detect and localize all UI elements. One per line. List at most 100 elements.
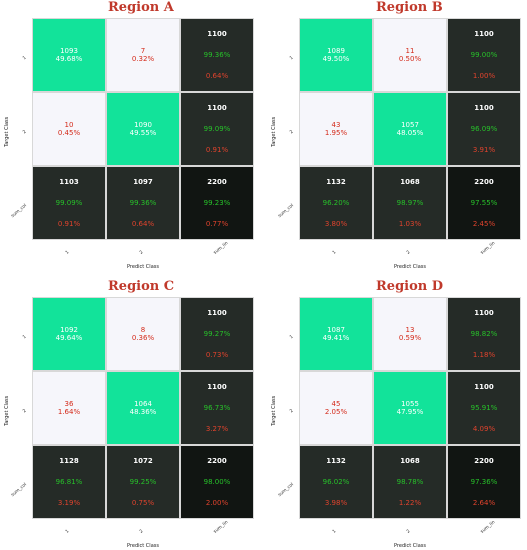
row-summary-cell: 1100 99.00% 1.00% [447,18,521,92]
cell-count: 1092 [60,326,78,334]
correct-cell: 1087 49.41% [299,297,373,371]
row-error-percent: 1.18% [472,351,496,360]
cell-count: 1089 [327,47,345,55]
row-error-percent: 3.27% [205,425,229,434]
error-cell: 43 1.95% [299,92,373,166]
column-correct-percent: 99.36% [129,198,157,207]
row-total: 1100 [207,382,227,391]
cell-percent: 48.05% [396,129,424,137]
y-tick-label: 2 [22,408,28,415]
correct-cell: 1090 49.55% [106,92,180,166]
column-error-percent: 1.22% [398,499,422,508]
cell-percent: 1.64% [57,408,81,416]
row-total: 1100 [474,382,494,391]
error-cell: 36 1.64% [32,371,106,445]
column-error-percent: 0.64% [131,220,155,229]
column-summary-cell: 1132 96.02% 3.98% [299,445,373,519]
column-total: 1068 [400,456,420,465]
grand-total: 2200 [207,456,227,465]
row-summary-cell: 1100 95.91% 4.09% [447,371,521,445]
correct-cell: 1092 49.64% [32,297,106,371]
x-tick-label: 2 [139,250,145,256]
column-total: 1068 [400,177,420,186]
row-error-percent: 4.09% [472,425,496,434]
row-correct-percent: 99.09% [203,124,231,133]
region-title: Region A [108,0,174,15]
cell-count: 43 [331,121,341,129]
row-total: 1100 [474,103,494,112]
overall-error: 2.64% [472,499,496,508]
x-tick-label: 1 [65,250,71,256]
column-correct-percent: 99.09% [55,198,83,207]
y-axis-label: Target Class [4,395,10,426]
cell-count: 1093 [60,47,78,55]
cell-count: 45 [331,400,341,408]
x-axis-label: Predict Class [127,264,159,270]
row-error-percent: 0.73% [205,351,229,360]
row-correct-percent: 95.91% [470,403,498,412]
y-tick-label: 1 [289,55,295,62]
column-error-percent: 3.98% [324,499,348,508]
cell-percent: 0.32% [131,55,155,63]
cell-percent: 48.36% [129,408,157,416]
row-error-percent: 3.91% [472,146,496,155]
correct-cell: 1064 48.36% [106,371,180,445]
column-total: 1132 [326,177,346,186]
cell-count: 11 [405,47,415,55]
error-cell: 45 2.05% [299,371,373,445]
overall-error: 2.45% [472,220,496,229]
row-correct-percent: 98.82% [470,329,498,338]
cell-percent: 0.59% [398,334,422,342]
cell-count: 13 [405,326,415,334]
row-summary-cell: 1100 99.36% 0.64% [180,18,254,92]
column-summary-cell: 1128 96.81% 3.19% [32,445,106,519]
column-summary-cell: 1072 99.25% 0.75% [106,445,180,519]
error-cell: 8 0.36% [106,297,180,371]
cell-percent: 49.41% [322,334,350,342]
overall-accuracy: 99.23% [203,198,231,207]
region-title: Region B [376,0,443,15]
grand-total-cell: 2200 97.55% 2.45% [447,166,521,240]
grand-total-cell: 2200 97.36% 2.64% [447,445,521,519]
cell-percent: 0.36% [131,334,155,342]
y-axis-label: Target Class [271,116,277,147]
column-summary-cell: 1068 98.97% 1.03% [373,166,447,240]
cell-count: 1087 [327,326,345,334]
y-tick-label: 2 [289,129,295,136]
cell-count: 36 [64,400,74,408]
y-axis-label: Target Class [4,116,10,147]
x-tick-label: 1 [65,529,71,535]
grand-total-cell: 2200 99.23% 0.77% [180,166,254,240]
x-tick-label: 1 [332,250,338,256]
cell-count: 1064 [134,400,152,408]
x-tick-label: 2 [406,250,412,256]
cell-count: 1055 [401,400,419,408]
row-total: 1100 [207,29,227,38]
cell-count: 8 [140,326,146,334]
x-tick-label: 2 [406,529,412,535]
row-total: 1100 [474,308,494,317]
column-total: 1132 [326,456,346,465]
correct-cell: 1089 49.50% [299,18,373,92]
row-summary-cell: 1100 98.82% 1.18% [447,297,521,371]
row-total: 1100 [474,29,494,38]
y-tick-label: sum_col [277,203,295,219]
column-summary-cell: 1068 98.78% 1.22% [373,445,447,519]
y-tick-label: sum_col [277,482,295,498]
cell-percent: 0.50% [398,55,422,63]
y-tick-label: sum_col [10,203,28,219]
column-total: 1097 [133,177,153,186]
row-error-percent: 1.00% [472,72,496,81]
column-correct-percent: 98.78% [396,477,424,486]
cell-count: 1090 [134,121,152,129]
row-summary-cell: 1100 99.09% 0.91% [180,92,254,166]
cell-percent: 49.64% [55,334,83,342]
x-tick-label: 2 [139,529,145,535]
column-correct-percent: 96.20% [322,198,350,207]
cell-percent: 0.45% [57,129,81,137]
column-error-percent: 0.75% [131,499,155,508]
y-tick-label: sum_col [10,482,28,498]
row-total: 1100 [207,308,227,317]
column-error-percent: 0.91% [57,220,81,229]
row-summary-cell: 1100 96.09% 3.91% [447,92,521,166]
